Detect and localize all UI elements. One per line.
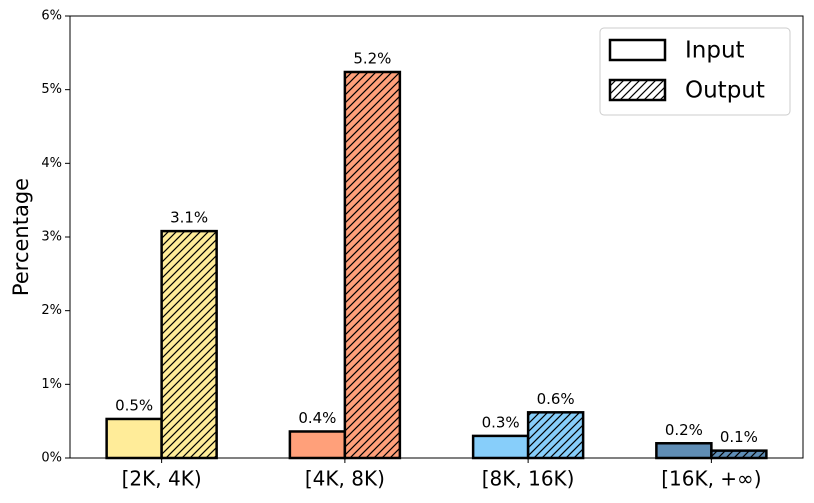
x-tick-label: [8K, 16K) [482, 467, 575, 491]
bar [105, 417, 163, 460]
legend-swatch [608, 78, 667, 102]
y-tick-label: 0% [41, 451, 62, 466]
legend-label: Output [685, 78, 765, 104]
value-label: 0.1% [720, 428, 758, 446]
y-tick-label: 1% [41, 377, 62, 392]
bar [471, 434, 530, 460]
bar [343, 70, 402, 460]
value-label: 0.5% [115, 396, 153, 414]
y-tick-label: 2% [41, 303, 62, 318]
bar [710, 449, 768, 460]
x-tick-label: [4K, 8K) [305, 467, 385, 491]
y-tick-label: 4% [41, 156, 62, 171]
y-tick-label: 6% [41, 9, 62, 24]
x-tick-label: [16K, +∞) [661, 467, 761, 491]
y-tick-label: 5% [41, 82, 62, 97]
value-label: 5.2% [353, 49, 391, 67]
y-tick-label: 3% [41, 230, 62, 245]
value-label: 0.6% [537, 390, 575, 408]
bar [160, 229, 218, 460]
value-label: 0.2% [665, 421, 703, 439]
value-label: 0.4% [298, 409, 336, 427]
bar [655, 442, 713, 460]
x-tick-label: [2K, 4K) [122, 467, 202, 491]
bar [288, 430, 347, 460]
value-label: 0.3% [482, 413, 520, 431]
legend-label: Input [685, 38, 745, 64]
legend-swatch [608, 38, 667, 62]
y-axis-label: Percentage [9, 178, 33, 296]
value-label: 3.1% [170, 209, 208, 227]
bar [526, 411, 585, 460]
